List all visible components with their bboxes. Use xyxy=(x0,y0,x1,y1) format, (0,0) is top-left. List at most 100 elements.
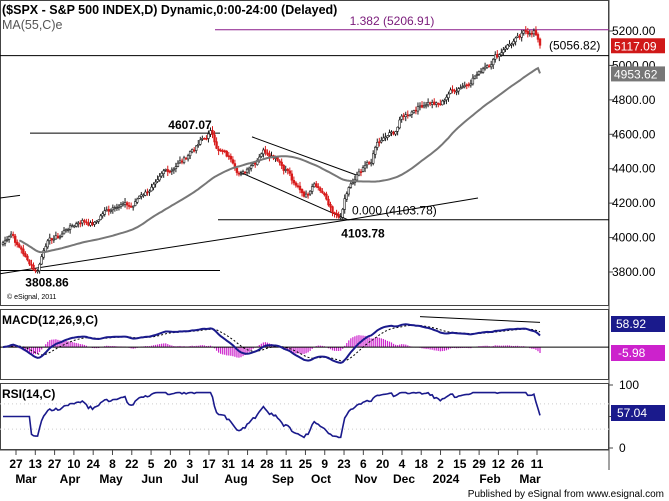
candle-body xyxy=(243,171,247,174)
candle-body xyxy=(7,236,11,240)
candle-body xyxy=(461,86,464,88)
day-label: 3 xyxy=(186,457,193,471)
candle-body xyxy=(518,35,521,38)
candle-body xyxy=(50,238,54,241)
candle-body xyxy=(300,188,304,193)
month-label: Jun xyxy=(141,472,162,486)
candle-body xyxy=(313,183,316,188)
candle-body xyxy=(225,150,228,157)
candle-body xyxy=(317,186,320,189)
candle-body xyxy=(174,166,178,170)
candle-body xyxy=(390,131,393,134)
candle-body xyxy=(264,149,267,153)
candle-body xyxy=(323,192,326,196)
candle-body xyxy=(219,149,222,152)
candle-body xyxy=(121,203,125,206)
candle-body xyxy=(404,114,407,118)
level-5056-label: (5056.82) xyxy=(549,39,600,53)
candle-body xyxy=(534,30,538,36)
candle-body xyxy=(77,222,80,225)
candle-body xyxy=(87,222,90,226)
candle-body xyxy=(410,111,414,115)
candle-body xyxy=(245,168,249,173)
candle-body xyxy=(447,93,450,99)
price-tick-label: 4200.00 xyxy=(612,196,656,210)
day-label: 28 xyxy=(260,457,274,471)
ma-value-badge xyxy=(611,66,665,82)
day-label: 27 xyxy=(48,457,62,471)
macd-hist-value: -5.98 xyxy=(618,346,646,360)
left-stub-line xyxy=(0,194,21,199)
candle-body xyxy=(469,83,473,86)
day-label: 17 xyxy=(202,457,216,471)
day-label: 24 xyxy=(87,457,101,471)
candle-body xyxy=(363,165,367,169)
candle-body xyxy=(131,205,135,208)
candle-body xyxy=(347,187,350,195)
candle-body xyxy=(355,174,359,181)
day-label: 14 xyxy=(241,457,255,471)
candle-body xyxy=(304,193,308,198)
candle-body xyxy=(414,109,418,112)
candle-body xyxy=(215,141,218,149)
candle-body xyxy=(11,234,15,236)
candle-body xyxy=(268,153,271,158)
candle-body xyxy=(239,173,243,175)
candle-body xyxy=(117,205,121,208)
candle-body xyxy=(276,157,279,161)
candle-body xyxy=(20,247,23,250)
candle-body xyxy=(26,255,29,261)
candle-body xyxy=(430,102,434,105)
candle-body xyxy=(81,220,84,224)
candle-body xyxy=(205,137,208,140)
price-tick-label: 4400.00 xyxy=(612,162,656,176)
day-label: 23 xyxy=(337,457,351,471)
low-3808-label: 3808.86 xyxy=(25,275,69,289)
candle-body xyxy=(485,65,489,68)
candle-body xyxy=(457,88,460,92)
candle-body xyxy=(146,191,149,194)
candle-body xyxy=(532,30,536,35)
candle-body xyxy=(522,30,525,34)
candle-body xyxy=(337,214,340,218)
month-label: Apr xyxy=(60,472,81,486)
month-label: Jul xyxy=(181,472,198,486)
candle-body xyxy=(170,169,174,172)
candle-body xyxy=(455,90,458,93)
candle-body xyxy=(284,169,287,171)
day-label: 8 xyxy=(109,457,116,471)
candle-body xyxy=(3,240,7,244)
candle-body xyxy=(487,65,491,68)
day-label: 4 xyxy=(399,457,406,471)
candle-body xyxy=(115,207,119,209)
candle-body xyxy=(315,183,318,187)
day-label: 31 xyxy=(222,457,236,471)
candle-body xyxy=(144,191,147,196)
last-price-badge xyxy=(611,38,665,54)
candle-body xyxy=(333,212,336,214)
candle-body xyxy=(463,85,466,87)
macd-line xyxy=(2,323,541,364)
candle-body xyxy=(125,202,129,206)
projection-line xyxy=(347,197,479,221)
candle-body xyxy=(197,144,200,146)
candle-body xyxy=(79,222,82,225)
candle-body xyxy=(516,35,519,38)
candle-body xyxy=(426,102,430,106)
candle-body xyxy=(406,114,409,117)
macd-hist-badge xyxy=(611,345,665,361)
day-label: 18 xyxy=(415,457,429,471)
candle-body xyxy=(510,43,513,46)
candle-body xyxy=(178,160,182,164)
candle-body xyxy=(254,162,257,165)
candle-body xyxy=(251,163,255,166)
candle-body xyxy=(237,172,241,175)
candle-body xyxy=(514,37,517,43)
candle-body xyxy=(111,207,115,211)
candle-body xyxy=(119,204,123,207)
candle-body xyxy=(97,219,100,222)
candle-body xyxy=(294,182,298,186)
candle-body xyxy=(449,89,452,94)
day-label: 26 xyxy=(511,457,525,471)
